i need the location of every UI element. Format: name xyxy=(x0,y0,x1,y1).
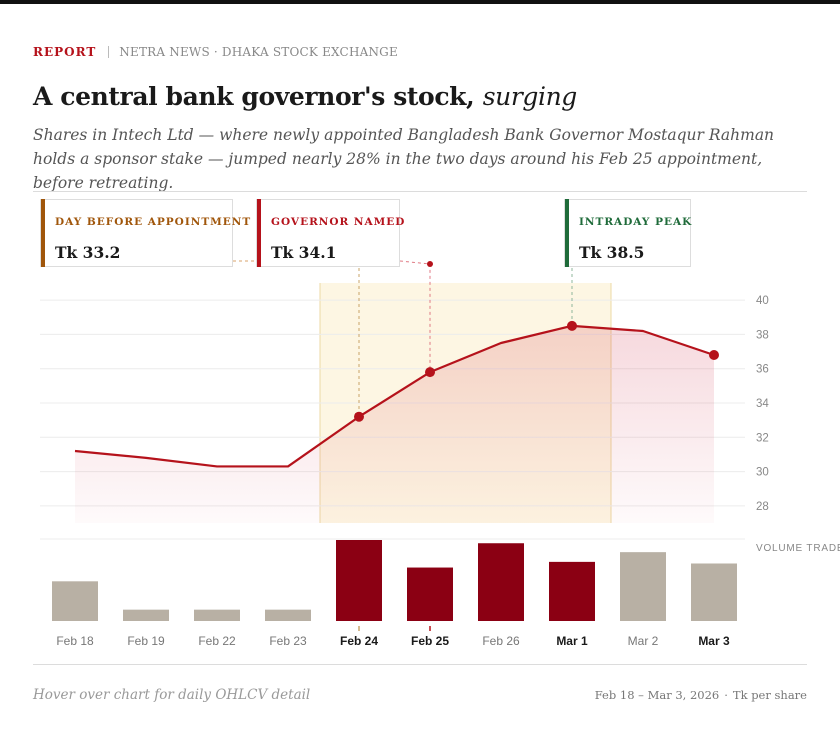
x-tick-label: Feb 22 xyxy=(198,634,236,648)
x-tick-label: Feb 26 xyxy=(482,634,520,648)
callout-label: GOVERNOR NAMED xyxy=(271,216,406,228)
price-area xyxy=(75,325,714,523)
dek: Shares in Intech Ltd — where newly appoi… xyxy=(33,126,775,192)
volume-bar xyxy=(52,581,98,621)
y-tick-label: 34 xyxy=(756,398,769,410)
callout-accent xyxy=(257,199,261,267)
callout-intraday-peak[interactable]: INTRADAY PEAK Tk 38.5 xyxy=(564,199,691,267)
header-divider xyxy=(33,191,807,192)
top-bar xyxy=(0,0,840,4)
y-tick-label: 40 xyxy=(756,295,769,307)
x-tick-label: Feb 18 xyxy=(56,634,94,648)
volume-bar xyxy=(549,561,595,621)
callout-value: Tk 34.1 xyxy=(271,243,337,262)
volume-axis-label: VOLUME TRADED xyxy=(756,543,840,554)
volume-bar xyxy=(265,609,311,621)
footer-divider xyxy=(33,664,807,665)
price-point xyxy=(425,367,435,378)
x-tick-label: Feb 19 xyxy=(127,634,165,648)
x-tick-label: Mar 3 xyxy=(698,634,730,648)
x-tick-label: Feb 23 xyxy=(269,634,307,648)
kicker-divider xyxy=(108,46,110,58)
kicker: REPORT NETRA NEWS · DHAKA STOCK EXCHANGE xyxy=(33,45,398,59)
volume-bar xyxy=(194,609,240,621)
headline: A central bank governor's stock, surging xyxy=(33,82,577,111)
volume-bar xyxy=(407,567,453,621)
unit-label: Tk per share xyxy=(732,688,807,702)
hover-hint: Hover over chart for daily OHLCV detail xyxy=(33,687,311,703)
y-tick-label: 32 xyxy=(756,432,769,444)
x-tick-label: Feb 25 xyxy=(411,634,449,648)
headline-emphasis: surging xyxy=(482,82,578,111)
date-range: Feb 18 – Mar 3, 2026 xyxy=(594,688,720,702)
source-label: NETRA NEWS · DHAKA STOCK EXCHANGE xyxy=(119,45,398,59)
volume-bar xyxy=(620,552,666,621)
volume-bar xyxy=(478,543,524,621)
volume-bar xyxy=(336,540,382,621)
volume-bar xyxy=(691,563,737,621)
y-tick-label: 28 xyxy=(756,501,769,513)
callout-governor-named[interactable]: GOVERNOR NAMED Tk 34.1 xyxy=(256,199,404,267)
callout-label: INTRADAY PEAK xyxy=(579,216,693,228)
y-tick-label: 36 xyxy=(756,364,769,376)
callout-day-before[interactable]: DAY BEFORE APPOINTMENT Tk 33.2 xyxy=(40,199,250,267)
footer-meta: Feb 18 – Mar 3, 2026 · Tk per share xyxy=(595,688,807,702)
report-tag: REPORT xyxy=(33,45,97,59)
callout-label: DAY BEFORE APPOINTMENT xyxy=(55,216,252,228)
price-point xyxy=(709,350,719,360)
price-line xyxy=(74,324,715,468)
callout-accent xyxy=(565,199,569,267)
x-tick-label: Feb 24 xyxy=(340,634,378,648)
x-tick-label: Mar 1 xyxy=(556,634,588,648)
price-point xyxy=(354,411,364,422)
volume-bar xyxy=(123,609,169,621)
callout-accent xyxy=(41,199,45,267)
footer-separator: · xyxy=(724,688,728,702)
y-tick-label: 30 xyxy=(756,467,769,479)
x-tick-label: Mar 2 xyxy=(628,634,659,648)
y-tick-label: 38 xyxy=(756,329,769,341)
headline-main: A central bank governor's stock, xyxy=(33,82,475,111)
callout-value: Tk 33.2 xyxy=(55,243,121,262)
callout-value: Tk 38.5 xyxy=(579,243,645,262)
leader-anchor-dot xyxy=(427,261,433,267)
price-point xyxy=(567,320,577,331)
